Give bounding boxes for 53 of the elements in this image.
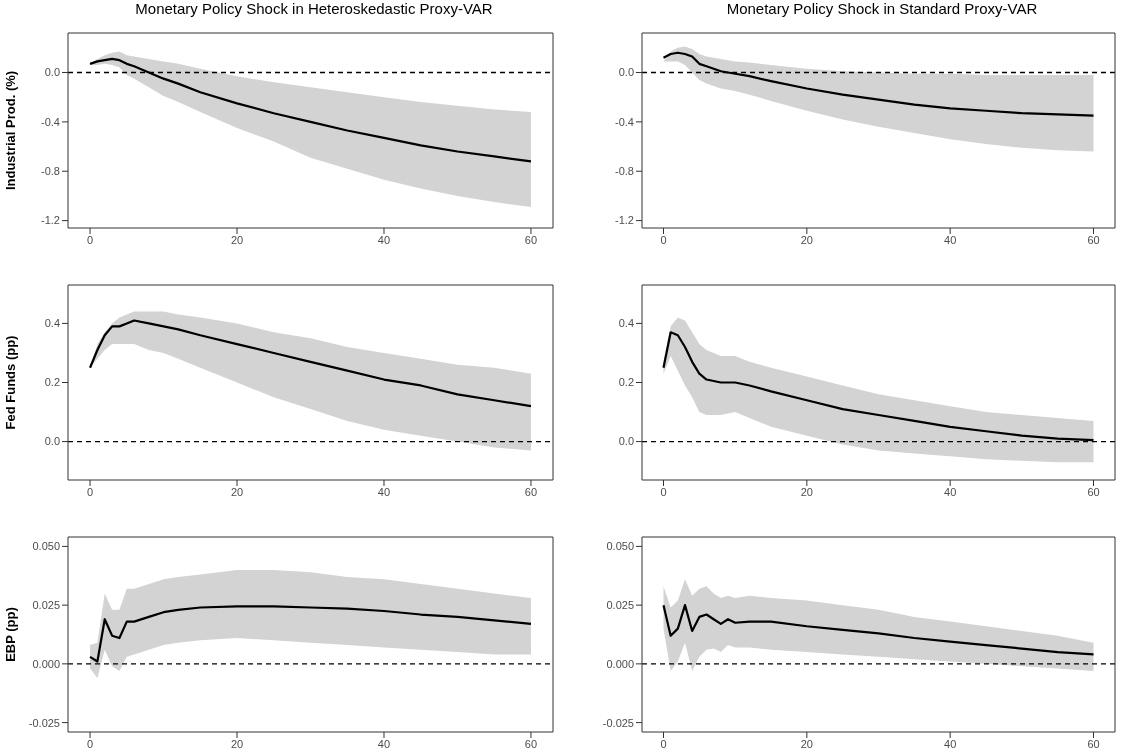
y-tick-label: 0.2 [44, 376, 60, 389]
chart-title: Monetary Policy Shock in Standard Proxy-VAR [726, 0, 1038, 17]
y-tick-label: -1.2 [615, 214, 634, 227]
x-tick-label: 60 [1087, 485, 1100, 498]
y-tick-label: -0.8 [615, 165, 634, 178]
x-tick-label: 40 [944, 485, 957, 498]
x-tick-label: 40 [377, 233, 391, 246]
y-tick-label: 0.050 [606, 540, 634, 553]
line-series [88, 319, 533, 408]
x-tick-label: 0 [660, 233, 667, 246]
y-axis-title: Fed Funds (pp) [2, 335, 18, 430]
y-tick-label: -1.2 [41, 214, 60, 227]
y-tick-label: 0.000 [606, 657, 634, 670]
x-tick-label: 40 [377, 485, 391, 498]
x-tick-label: 20 [230, 233, 244, 246]
y-tick-label: 0.0 [618, 435, 634, 448]
x-tick-label: 60 [524, 737, 538, 750]
line-series [662, 604, 1095, 656]
y-tick-label: 0.0 [44, 435, 60, 448]
x-tick-label: 20 [230, 485, 244, 498]
y-tick-label: -0.025 [28, 716, 60, 729]
x-tick-label: 20 [800, 737, 813, 750]
y-tick-label: 0.0 [44, 66, 60, 79]
x-tick-label: 0 [86, 737, 94, 750]
y-tick-label: -0.025 [602, 716, 634, 729]
y-tick-label: -0.8 [41, 165, 60, 178]
x-tick-label: 20 [230, 737, 244, 750]
x-tick-label: 40 [944, 737, 957, 750]
y-tick-label: -0.4 [615, 115, 634, 128]
y-tick-label: 0.050 [32, 540, 60, 553]
x-tick-label: 60 [524, 233, 538, 246]
x-tick-label: 0 [660, 737, 667, 750]
x-tick-label: 0 [660, 485, 667, 498]
x-tick-label: 40 [377, 737, 391, 750]
y-axis-title: EBP (pp) [2, 607, 18, 662]
x-tick-label: 40 [944, 233, 957, 246]
chart-title: Monetary Policy Shock in Heteroskedastic Proxy-VAR [135, 0, 493, 17]
y-tick-label: 0.025 [32, 599, 60, 612]
x-tick-label: 0 [86, 233, 94, 246]
x-tick-label: 60 [524, 485, 538, 498]
y-tick-label: 0.0 [618, 66, 634, 79]
y-axis-title: Industrial Prod. (%) [2, 70, 18, 191]
y-tick-label: -0.4 [41, 115, 60, 128]
x-tick-label: 0 [86, 485, 94, 498]
x-tick-label: 20 [800, 233, 813, 246]
x-tick-label: 60 [1087, 233, 1100, 246]
x-tick-label: 60 [1087, 737, 1100, 750]
y-tick-label: 0.4 [44, 317, 60, 330]
x-tick-label: 20 [800, 485, 813, 498]
y-tick-label: 0.2 [618, 376, 634, 389]
y-tick-label: 0.000 [32, 657, 60, 670]
y-tick-label: 0.4 [618, 317, 634, 330]
y-tick-label: 0.025 [606, 599, 634, 612]
